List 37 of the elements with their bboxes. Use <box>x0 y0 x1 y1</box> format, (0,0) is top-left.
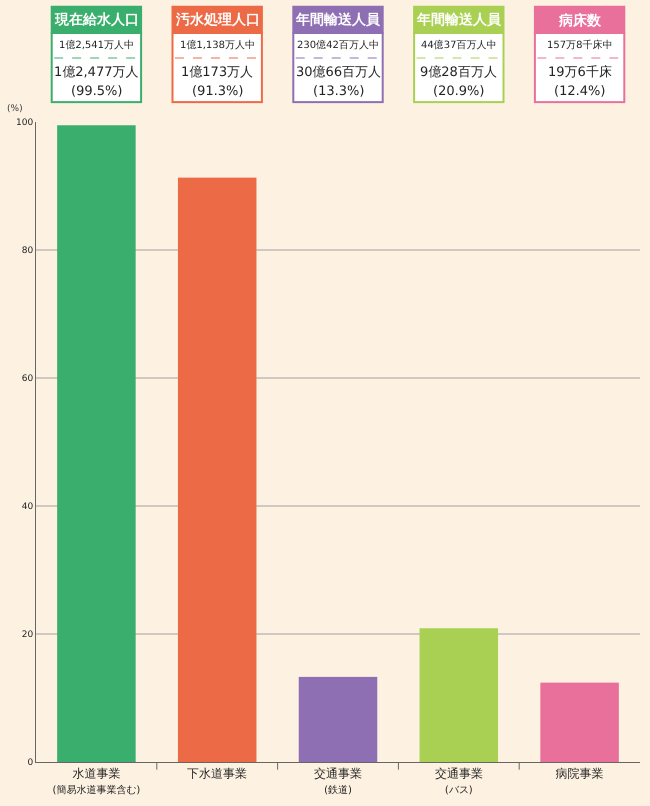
text: 1億2,541万人中 <box>59 39 134 51</box>
data-label: (20.9%) <box>433 84 484 99</box>
text: 230億42百万人中 <box>297 39 379 51</box>
x-tick-label: 下水道事業 <box>187 766 248 780</box>
bar <box>298 676 378 762</box>
y-tick-label: 100 <box>16 118 34 128</box>
text: 病床数 <box>558 12 602 29</box>
y-tick-label: 0 <box>27 758 34 768</box>
bar <box>420 628 498 762</box>
text: 年間輸送人員 <box>416 12 502 28</box>
x-tick-label: 病院事業 <box>556 766 604 780</box>
y-tick-label: 80 <box>22 246 34 256</box>
data-label: (91.3%) <box>192 84 244 99</box>
data-label: (99.5%) <box>71 84 122 99</box>
text: 年間輸送人員 <box>295 12 381 28</box>
x-tick-label: 交通事業 (鉄道) <box>314 766 362 796</box>
text: 157万8千床中 <box>547 39 612 51</box>
y-tick-label: 20 <box>22 630 34 640</box>
text: 汚水処理人口 <box>175 12 260 28</box>
text: 9億28百万人 <box>420 65 497 80</box>
x-tick-label: 交通事業 (バス) <box>434 766 483 796</box>
y-tick-label: 40 <box>22 502 34 512</box>
data-label: (13.3%) <box>313 84 364 99</box>
x-tick-label: 水道事業 (簡易水道事業含む) <box>52 766 140 796</box>
bar <box>57 125 136 762</box>
text: 現在給水人口 <box>54 12 139 28</box>
text: 44億37百万人中 <box>421 39 496 51</box>
y-axis-title: (%) <box>7 104 23 114</box>
bar <box>178 178 256 762</box>
text: 1億173万人 <box>181 65 254 80</box>
y-tick-label: 60 <box>22 374 34 384</box>
text: 1億1,138万人中 <box>180 39 255 51</box>
text: 19万6千床 <box>548 65 612 80</box>
data-label: (12.4%) <box>554 84 606 99</box>
text: 30億66百万人 <box>296 65 382 80</box>
text: 1億2,477万人 <box>54 65 138 80</box>
bar <box>540 682 619 762</box>
